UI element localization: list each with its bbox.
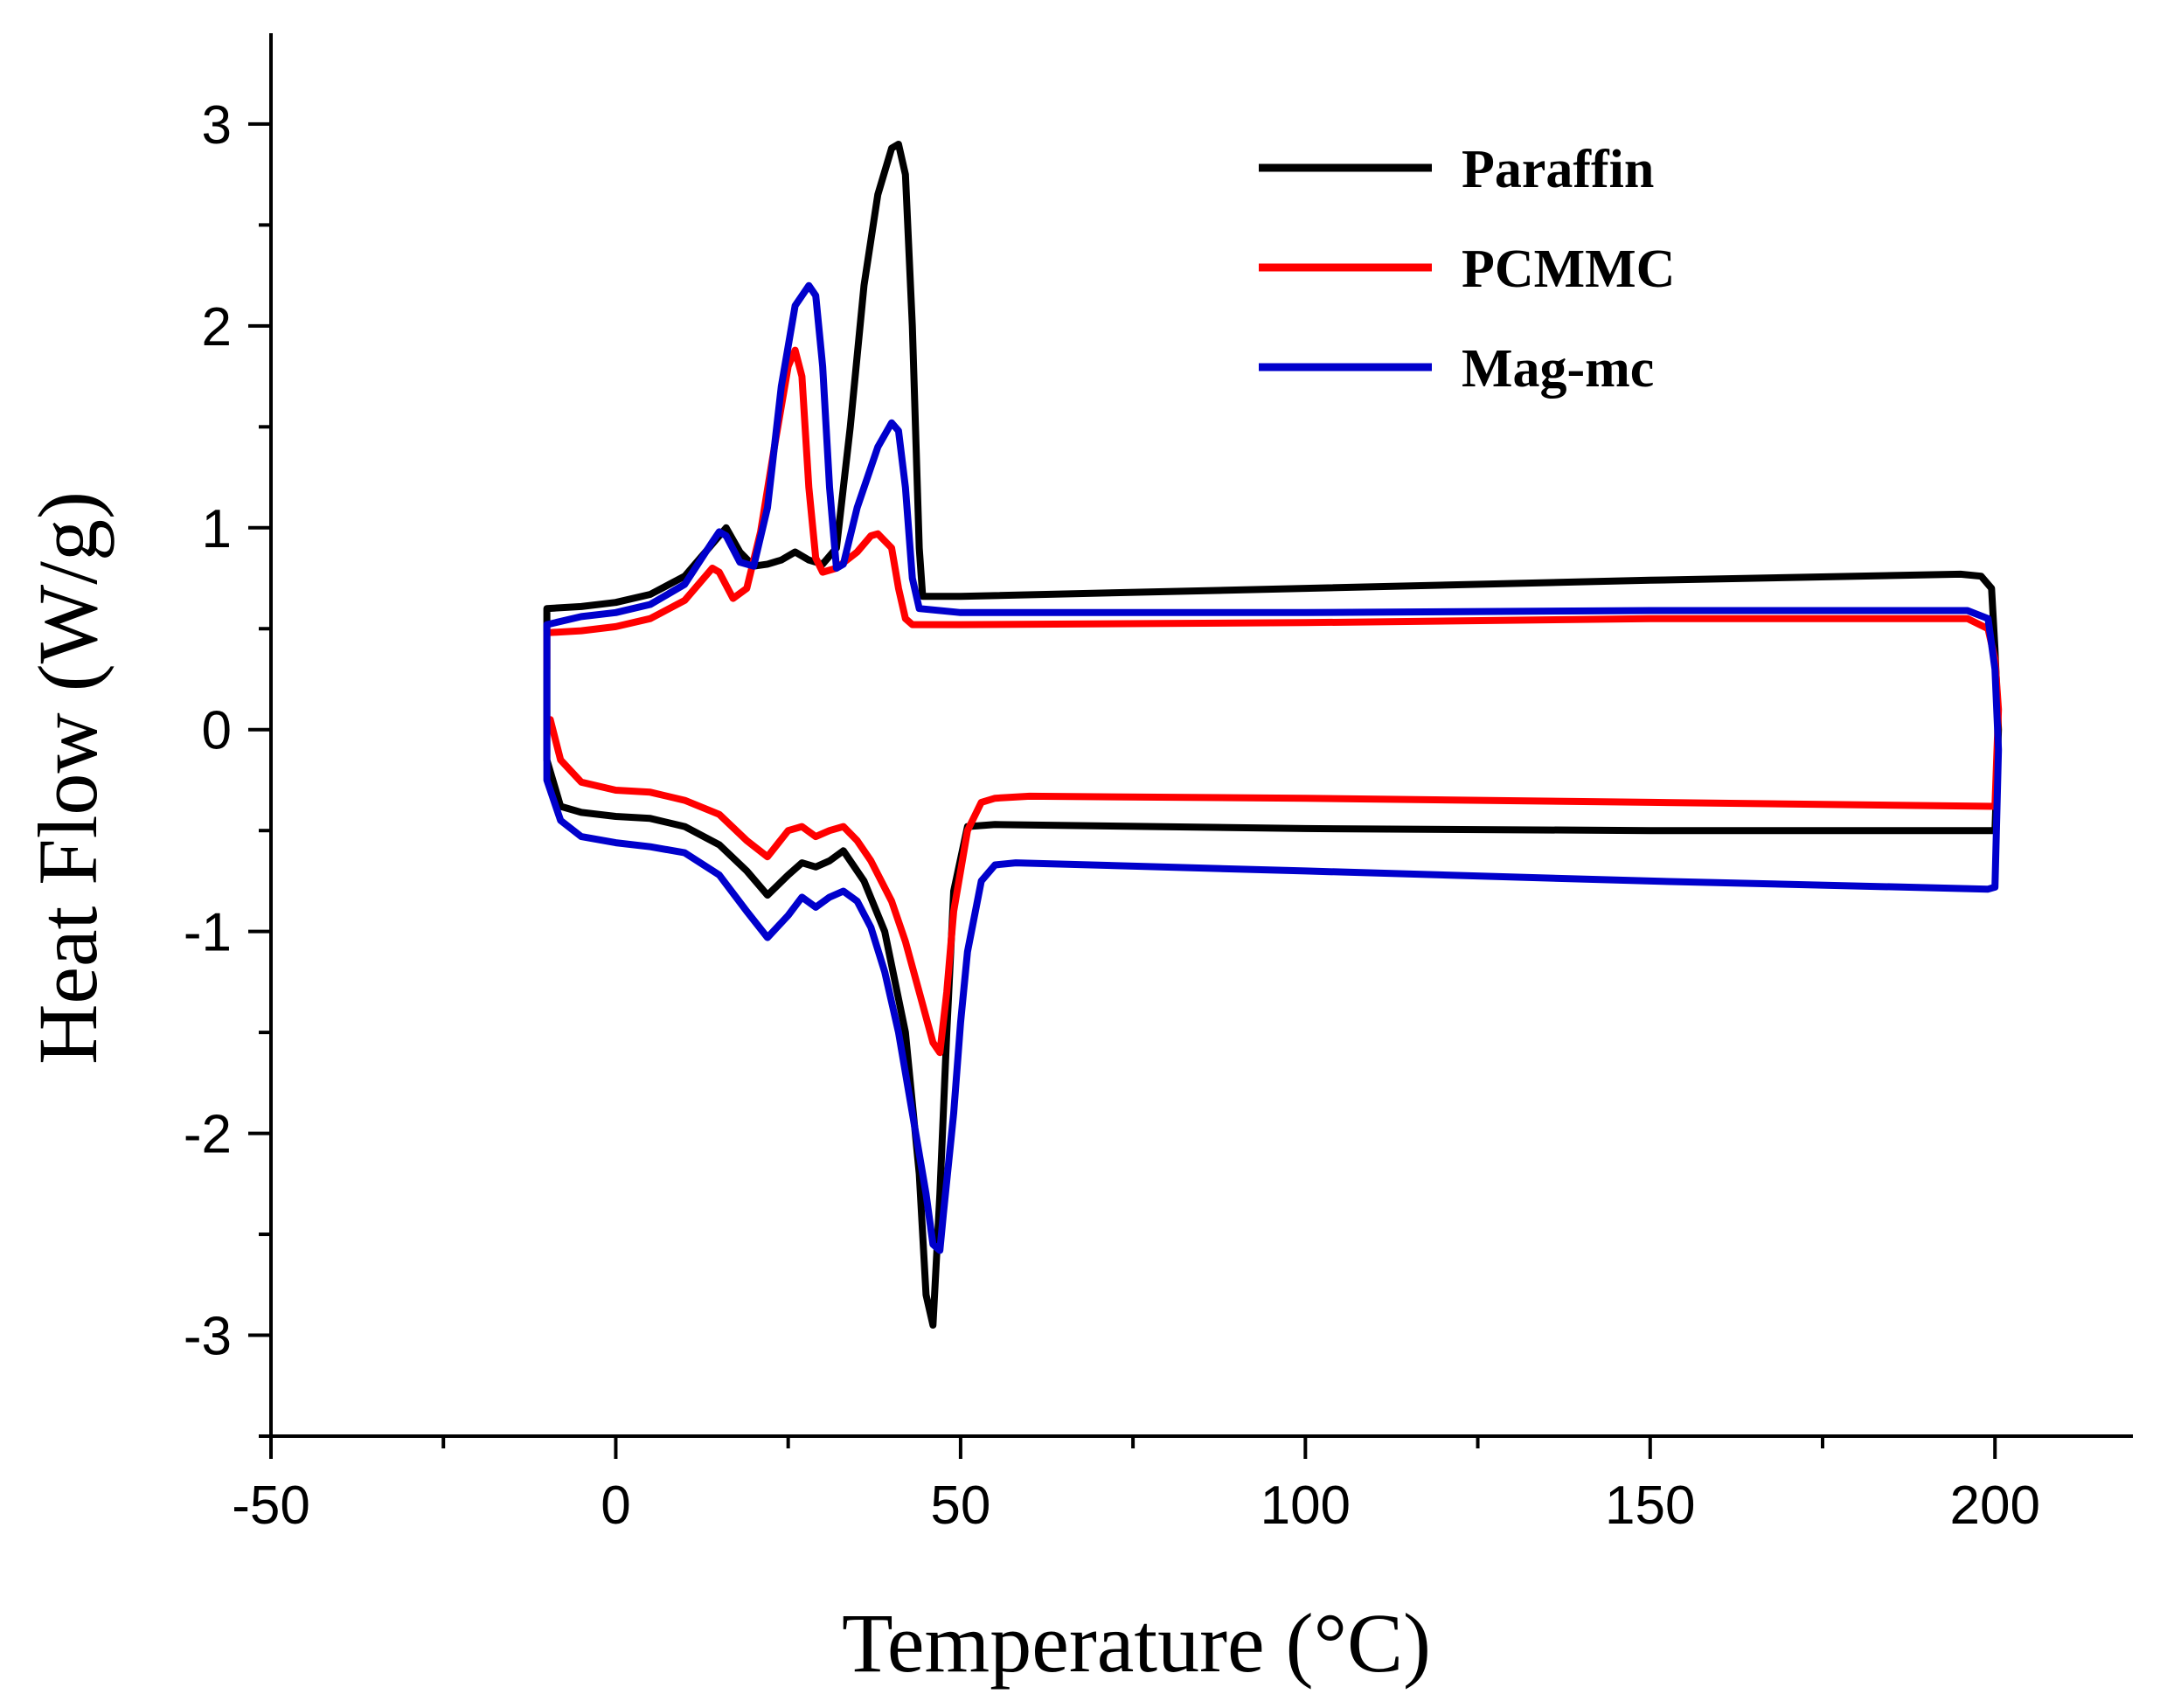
legend: Paraffin PCMMC Mag-mc	[1259, 140, 1675, 399]
y-axis-title: Heat Flow (W/g)	[21, 491, 115, 1065]
x-tick-label: 0	[601, 1475, 630, 1536]
y-tick-label: 3	[202, 95, 232, 156]
legend-label-mag-mc: Mag-mc	[1462, 339, 1654, 399]
series-line-paraffin	[543, 141, 2003, 1329]
legend-label-pcmmc: PCMMC	[1462, 240, 1675, 299]
y-tick-label: 0	[202, 701, 232, 761]
x-tick-label: 100	[1261, 1475, 1351, 1536]
x-tick-label: -50	[232, 1475, 310, 1536]
x-ticks: -50 0 50 100 150 200	[232, 1436, 2040, 1536]
x-axis-title: Temperature (°C)	[842, 1596, 1431, 1690]
y-ticks: -3 -2 -1 0 1 2 3	[184, 95, 271, 1438]
x-tick-label: 150	[1605, 1475, 1695, 1536]
y-tick-label: -3	[184, 1307, 232, 1367]
series-line-pcmmc	[543, 346, 2003, 1057]
x-tick-label: 50	[930, 1475, 990, 1536]
y-tick-label: 2	[202, 297, 232, 358]
x-tick-label: 200	[1949, 1475, 2039, 1536]
legend-label-paraffin: Paraffin	[1462, 140, 1654, 199]
series-line-mag-mc	[543, 281, 2003, 1254]
y-tick-label: 1	[202, 499, 232, 559]
y-tick-label: -2	[184, 1105, 232, 1165]
y-tick-label: -1	[184, 903, 232, 963]
series-layer	[543, 141, 2003, 1329]
